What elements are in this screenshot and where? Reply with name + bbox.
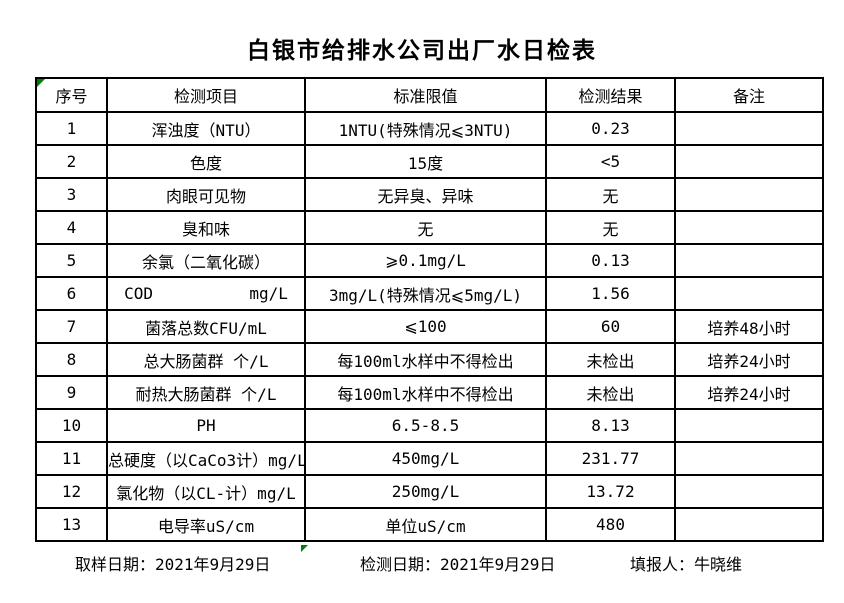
standard-limit-cell: 15度	[304, 144, 547, 179]
table-row: 1 浑浊度（NTU） 1NTU(特殊情况⩽3NTU) 0.23	[35, 111, 824, 146]
test-result-cell: 480	[545, 507, 676, 542]
row-number-cell: 3	[35, 177, 108, 212]
standard-limit-cell: 无	[304, 210, 547, 245]
row-number-cell: 12	[35, 474, 108, 509]
test-item-cell: 电导率uS/cm	[106, 507, 306, 542]
test-result-cell: 0.13	[545, 243, 676, 278]
table-row: 3 肉眼可见物 无异臭、异味 无	[35, 177, 824, 212]
test-date: 检测日期：2021年9月29日	[360, 555, 556, 574]
remark-cell: 培养24小时	[674, 342, 824, 377]
test-result-cell: 未检出	[545, 342, 676, 377]
standard-limit-cell: 无异臭、异味	[304, 177, 547, 212]
standard-limit-cell: 1NTU(特殊情况⩽3NTU)	[304, 111, 547, 146]
header-no: 序号	[35, 77, 108, 113]
test-result-cell: 0.23	[545, 111, 676, 146]
test-result-cell: 231.77	[545, 441, 676, 476]
row-number-cell: 2	[35, 144, 108, 179]
table-row: 8 总大肠菌群 个/L 每100ml水样中不得检出 未检出 培养24小时	[35, 342, 824, 377]
row-number-cell: 4	[35, 210, 108, 245]
sampling-date: 取样日期：2021年9月29日	[75, 555, 271, 574]
standard-limit-cell: 450mg/L	[304, 441, 547, 476]
row-number-cell: 11	[35, 441, 108, 476]
remark-cell	[674, 507, 824, 542]
standard-limit-cell: 单位uS/cm	[304, 507, 547, 542]
table-row: 5 余氯（二氧化碳） ⩾0.1mg/L 0.13	[35, 243, 824, 278]
row-number-cell: 9	[35, 375, 108, 410]
remark-cell	[674, 243, 824, 278]
table-row: 13 电导率uS/cm 单位uS/cm 480	[35, 507, 824, 542]
header-result: 检测结果	[545, 77, 676, 113]
test-item-cell: 臭和味	[106, 210, 306, 245]
test-item-cell: 浑浊度（NTU）	[106, 111, 306, 146]
table-row: 4 臭和味 无 无	[35, 210, 824, 245]
table-row: 11 总硬度（以CaCo3计）mg/L 450mg/L 231.77	[35, 441, 824, 476]
test-item-cell: 总大肠菌群 个/L	[106, 342, 306, 377]
table-row: 2 色度 15度 <5	[35, 144, 824, 179]
standard-limit-cell: 每100ml水样中不得检出	[304, 342, 547, 377]
test-result-cell: 1.56	[545, 276, 676, 311]
test-result-cell: 8.13	[545, 408, 676, 443]
test-item-cell: PH	[106, 408, 306, 443]
remark-cell	[674, 441, 824, 476]
row-number-cell: 6	[35, 276, 108, 311]
test-result-cell: 无	[545, 210, 676, 245]
footer: 取样日期：2021年9月29日 检测日期：2021年9月29日 填报人：牛晓维	[0, 551, 844, 574]
remark-cell	[674, 210, 824, 245]
test-result-cell: 无	[545, 177, 676, 212]
row-number-cell: 8	[35, 342, 108, 377]
test-result-cell: 13.72	[545, 474, 676, 509]
row-number-cell: 13	[35, 507, 108, 542]
reporter-name: 填报人：牛晓维	[630, 555, 743, 574]
remark-cell	[674, 177, 824, 212]
test-item-cell: 余氯（二氧化碳）	[106, 243, 306, 278]
remark-cell	[674, 474, 824, 509]
standard-limit-cell: 3mg/L(特殊情况⩽5mg/L)	[304, 276, 547, 311]
test-item-cell: 氯化物（以CL-计）mg/L	[106, 474, 306, 509]
test-item-cell: 菌落总数CFU/mL	[106, 309, 306, 344]
standard-limit-cell: ⩽100	[304, 309, 547, 344]
table-row: 12 氯化物（以CL-计）mg/L 250mg/L 13.72	[35, 474, 824, 509]
inspection-table: 序号 检测项目 标准限值 检测结果 备注 1 浑浊度（NTU） 1NTU(特殊情…	[35, 77, 824, 542]
remark-cell	[674, 144, 824, 179]
remark-cell	[674, 276, 824, 311]
test-result-cell: 60	[545, 309, 676, 344]
table-row: 6 COD mg/L 3mg/L(特殊情况⩽5mg/L) 1.56	[35, 276, 824, 311]
row-number-cell: 1	[35, 111, 108, 146]
table-row: 7 菌落总数CFU/mL ⩽100 60 培养48小时	[35, 309, 824, 344]
table-row: 9 耐热大肠菌群 个/L 每100ml水样中不得检出 未检出 培养24小时	[35, 375, 824, 410]
test-result-cell: 未检出	[545, 375, 676, 410]
test-result-cell: <5	[545, 144, 676, 179]
remark-cell: 培养24小时	[674, 375, 824, 410]
table-row: 10 PH 6.5-8.5 8.13	[35, 408, 824, 443]
test-item-cell: 总硬度（以CaCo3计）mg/L	[106, 441, 306, 476]
header-item: 检测项目	[106, 77, 306, 113]
header-row: 序号 检测项目 标准限值 检测结果 备注	[35, 77, 824, 113]
test-item-cell: COD mg/L	[106, 276, 306, 311]
row-number-cell: 5	[35, 243, 108, 278]
standard-limit-cell: ⩾0.1mg/L	[304, 243, 547, 278]
remark-cell	[674, 111, 824, 146]
header-limit: 标准限值	[304, 77, 547, 113]
row-number-cell: 10	[35, 408, 108, 443]
standard-limit-cell: 每100ml水样中不得检出	[304, 375, 547, 410]
page-title: 白银市给排水公司出厂水日检表	[247, 38, 597, 64]
test-item-cell: 色度	[106, 144, 306, 179]
cell-corner-marker-icon	[301, 545, 308, 552]
standard-limit-cell: 6.5-8.5	[304, 408, 547, 443]
test-item-cell: 耐热大肠菌群 个/L	[106, 375, 306, 410]
header-remark: 备注	[674, 77, 824, 113]
standard-limit-cell: 250mg/L	[304, 474, 547, 509]
row-number-cell: 7	[35, 309, 108, 344]
remark-cell	[674, 408, 824, 443]
remark-cell: 培养48小时	[674, 309, 824, 344]
test-item-cell: 肉眼可见物	[106, 177, 306, 212]
